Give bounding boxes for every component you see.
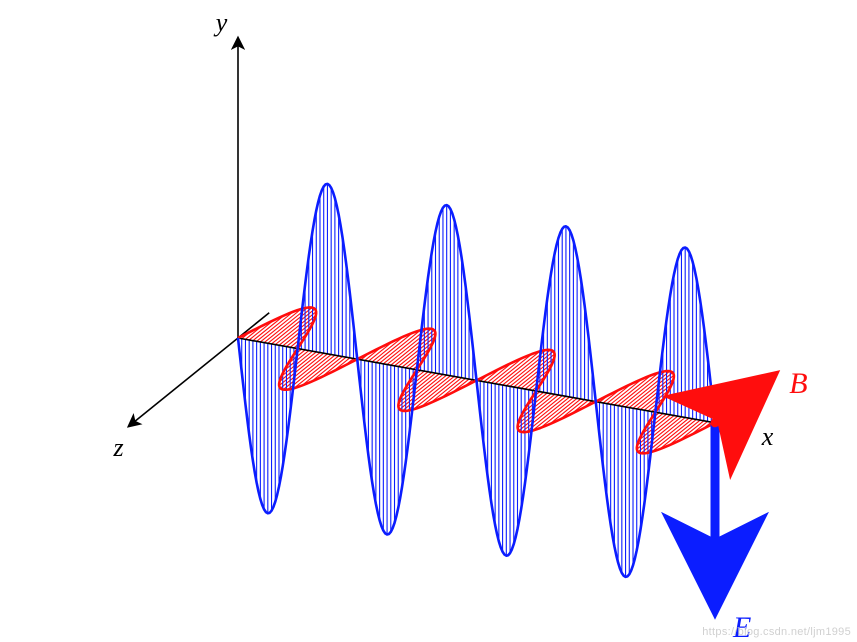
watermark: https://blog.csdn.net/ljm1995 <box>702 626 851 638</box>
e-field-curve <box>238 184 715 577</box>
em-wave-diagram: xyzB⃗E⃗ <box>0 0 857 642</box>
b-vector-label: B⃗ <box>789 367 831 400</box>
svg-text:x: x <box>761 422 774 451</box>
field-vectors <box>715 387 759 593</box>
svg-text:z: z <box>112 433 123 462</box>
svg-text:y: y <box>213 8 228 37</box>
labels: xyzB⃗E⃗ <box>112 8 830 642</box>
